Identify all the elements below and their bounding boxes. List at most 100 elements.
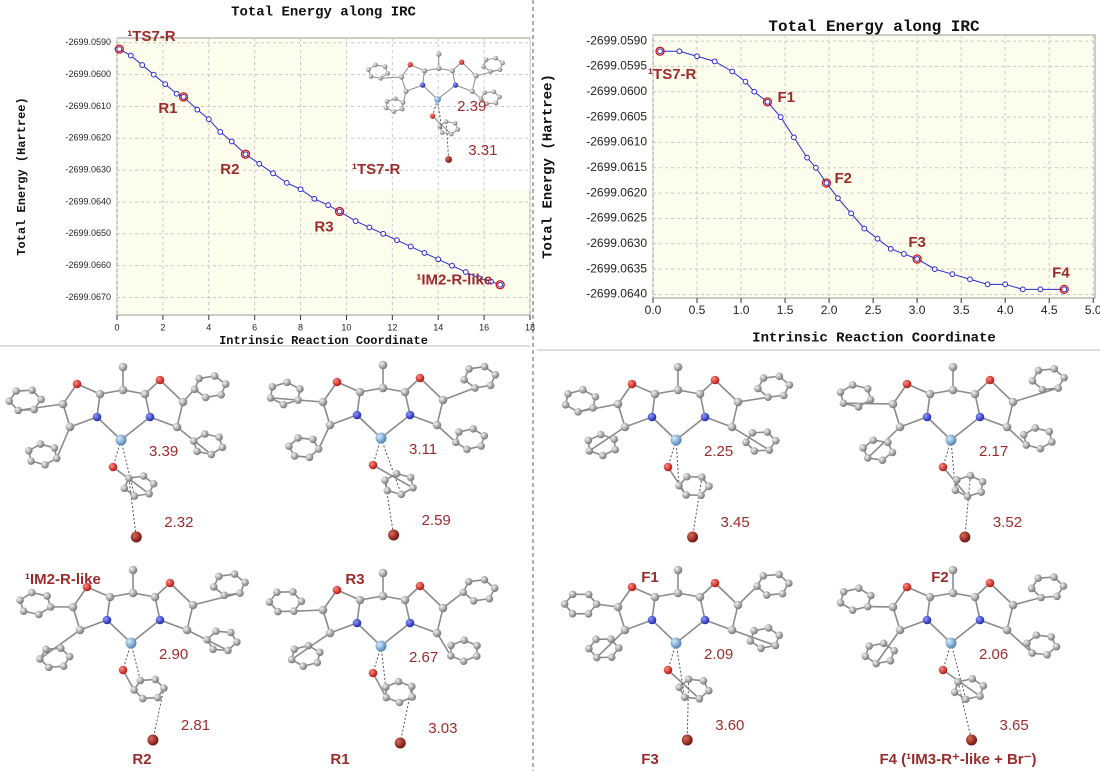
bond — [715, 380, 738, 402]
atom — [93, 413, 102, 422]
atom — [16, 596, 24, 604]
atom — [210, 583, 218, 591]
atom — [222, 380, 230, 388]
bond — [980, 417, 1007, 427]
atom — [855, 403, 863, 411]
data-point — [408, 244, 413, 249]
bond — [160, 620, 187, 630]
atom — [126, 638, 137, 649]
atom — [202, 394, 210, 402]
structure-label: F1 — [641, 569, 659, 586]
atom — [746, 637, 754, 645]
atom — [408, 693, 416, 701]
atom — [683, 473, 691, 481]
x-tick-label: 4.0 — [997, 303, 1014, 317]
atom — [53, 455, 61, 463]
atom — [471, 384, 479, 392]
atom — [749, 429, 757, 437]
atom — [923, 413, 932, 422]
atom — [480, 432, 488, 440]
atom — [952, 487, 960, 495]
data-point — [836, 196, 841, 201]
atom — [27, 457, 35, 465]
contact — [381, 438, 401, 494]
x-tick-label: 2.0 — [821, 303, 838, 317]
atom — [696, 390, 705, 399]
atom — [283, 378, 291, 386]
x-tick-label: 10 — [341, 322, 351, 332]
atom — [221, 592, 229, 600]
atom — [45, 664, 53, 672]
atom — [849, 606, 857, 614]
atom — [384, 487, 392, 495]
atom — [962, 695, 970, 703]
figure: -2699.0590-2699.0600-2699.0610-2699.0620… — [0, 0, 1100, 771]
bond — [70, 417, 97, 427]
atom — [775, 571, 783, 579]
atom — [401, 388, 410, 397]
distance-label: 3.39 — [149, 443, 178, 460]
atom — [356, 388, 365, 397]
atom — [765, 624, 773, 632]
point-label: ¹IM2-R-like — [416, 272, 492, 289]
atom — [140, 472, 148, 480]
atom — [1003, 423, 1012, 432]
atom — [939, 463, 948, 472]
atom — [651, 593, 660, 602]
atom — [119, 666, 128, 675]
atom — [154, 694, 162, 702]
data-point — [1062, 287, 1067, 292]
bond — [80, 620, 107, 630]
bond — [330, 623, 357, 633]
y-tick-label: -2699.0600 — [586, 84, 647, 98]
atom — [1060, 582, 1068, 590]
bond — [57, 427, 70, 458]
atom — [764, 393, 772, 401]
atom — [20, 607, 28, 615]
atom — [711, 579, 720, 588]
atom — [696, 593, 705, 602]
atom — [406, 411, 415, 420]
bond — [589, 427, 625, 451]
atom — [353, 411, 362, 420]
x-tick-label: 1.5 — [777, 303, 794, 317]
atom — [420, 82, 425, 87]
point-label: F2 — [834, 170, 852, 187]
contact — [693, 477, 702, 537]
atom — [131, 492, 139, 500]
bond — [410, 623, 437, 633]
atom — [867, 396, 875, 404]
atom — [949, 589, 958, 598]
atom — [896, 626, 905, 635]
atom — [561, 600, 569, 608]
atom — [971, 593, 980, 602]
atom — [147, 735, 158, 746]
atom — [757, 644, 765, 652]
atom — [447, 652, 455, 660]
atom — [289, 588, 297, 596]
atom — [436, 51, 441, 56]
atom — [698, 473, 706, 481]
atom — [376, 641, 387, 652]
atom — [705, 483, 713, 491]
y-tick-label: -2699.0670 — [65, 292, 111, 302]
atom — [139, 695, 147, 703]
atom — [872, 660, 880, 668]
atom — [884, 439, 892, 447]
distance-label: 3.11 — [409, 441, 437, 458]
atom — [298, 597, 306, 605]
atom — [569, 610, 577, 618]
x-tick-label: 2.5 — [865, 303, 882, 317]
atom — [396, 699, 404, 707]
data-point — [151, 72, 156, 77]
atom — [840, 588, 848, 596]
atom — [73, 380, 82, 389]
atom — [742, 439, 750, 447]
atom — [42, 645, 50, 653]
atom — [460, 657, 468, 665]
atom — [444, 119, 449, 124]
data-point — [395, 238, 400, 243]
atom — [166, 579, 175, 588]
atom — [309, 435, 317, 443]
atom — [1023, 639, 1031, 647]
